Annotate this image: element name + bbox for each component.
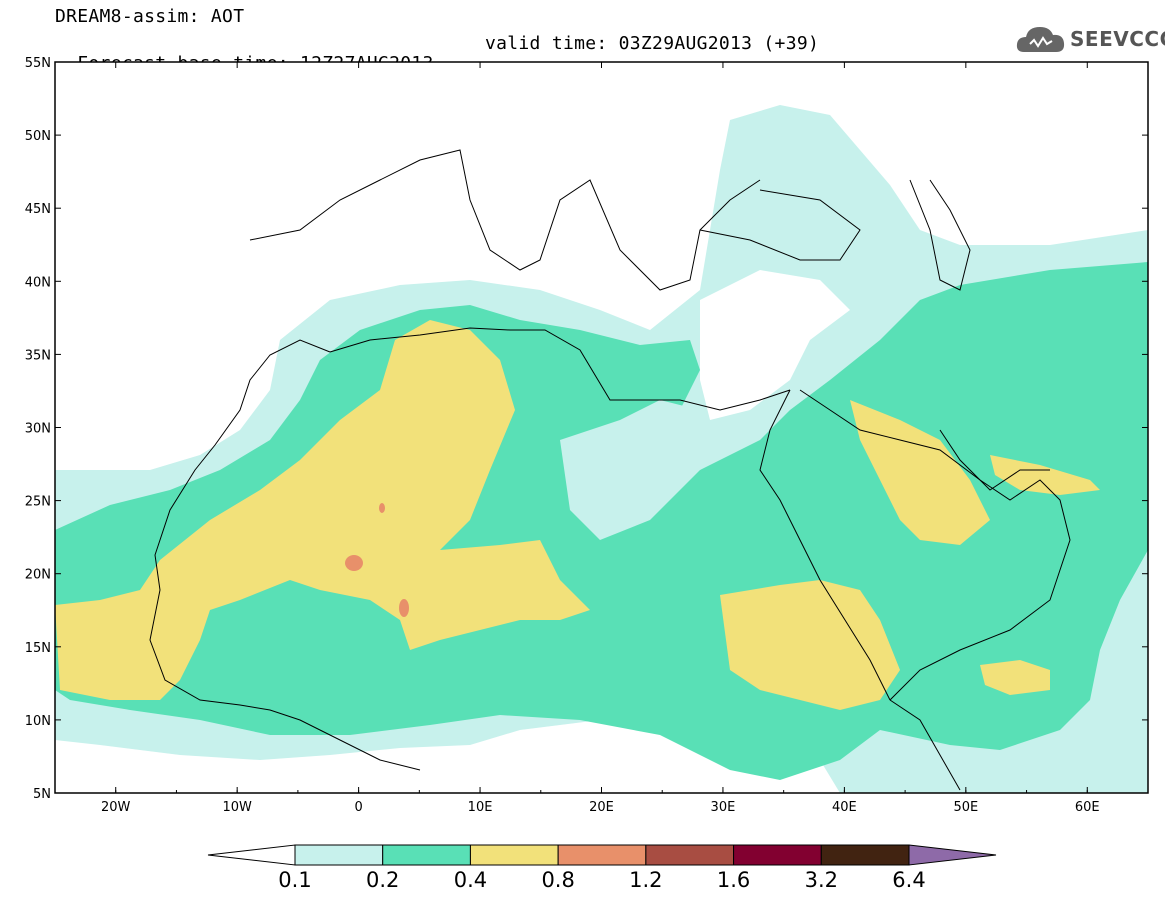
aot-high-spot xyxy=(379,503,385,513)
lat-tick-label: 35N xyxy=(25,348,51,363)
lon-tick-label: 10E xyxy=(468,800,493,815)
valid-time: valid time: 03Z29AUG2013 (+39) xyxy=(485,33,820,54)
coastline-north-africa xyxy=(329,327,791,411)
logo-text: SEEVCCC xyxy=(1070,27,1165,51)
lat-tick-label: 30N xyxy=(25,422,51,437)
colorbar-segment xyxy=(645,844,735,866)
lon-tick-label: 10W xyxy=(222,800,252,815)
coastline-persian-gulf xyxy=(939,429,1050,491)
colorbar-label: 0.8 xyxy=(541,868,575,892)
lat-tick-label: 45N xyxy=(25,202,51,217)
aot-clear-area-levant xyxy=(700,270,850,420)
lat-tick-label: 10N xyxy=(25,714,51,729)
lon-tick-label: 0 xyxy=(354,800,362,815)
colorbar-label: 3.2 xyxy=(804,868,838,892)
lat-tick-label: 55N xyxy=(25,56,51,71)
colorbar-label: 1.6 xyxy=(716,868,751,892)
lon-tick-label: 40E xyxy=(832,800,857,815)
aot-band-yellow-arabian-sea xyxy=(980,660,1050,695)
colorbar-segment xyxy=(820,844,910,866)
lon-tick-label: 60E xyxy=(1075,800,1100,815)
lat-tick-label: 20N xyxy=(25,568,51,583)
lat-tick-label: 15N xyxy=(25,641,51,656)
colorbar-segment xyxy=(294,844,384,866)
colorbar-segment xyxy=(908,844,997,866)
aot-band-yellow-gulf xyxy=(990,455,1100,495)
lon-tick-label: 50E xyxy=(953,800,978,815)
coastline-black-sea xyxy=(699,189,861,261)
coastline-europe xyxy=(249,149,761,291)
lat-tick-label: 40N xyxy=(25,275,51,290)
colorbar xyxy=(207,844,997,866)
lat-tick-label: 25N xyxy=(25,495,51,510)
colorbar-segment xyxy=(382,844,471,866)
lon-tick-label: 20W xyxy=(101,800,131,815)
colorbar-segment xyxy=(557,844,647,866)
colorbar-segment xyxy=(207,844,296,866)
lon-tick-label: 20E xyxy=(589,800,614,815)
coastline-caspian xyxy=(909,179,971,291)
coastline-arabia xyxy=(799,389,1071,701)
aot-band-yellow-sahara xyxy=(55,320,590,700)
cloud-icon xyxy=(1016,27,1065,52)
coastline-red-sea xyxy=(759,389,891,701)
colorbar-label: 0.1 xyxy=(278,868,312,892)
map-title: DREAM8-assim: AOT xyxy=(55,6,245,27)
coastline-horn-africa xyxy=(889,699,961,791)
colorbar-label: 0.4 xyxy=(453,868,488,892)
longitude-axis: 20W 10W 0 10E 20E 30E 40E 50E 60E xyxy=(54,62,1149,815)
lat-tick-label: 50N xyxy=(25,129,51,144)
aot-clear-area-egypt xyxy=(560,400,720,540)
lon-tick-label: 30E xyxy=(711,800,736,815)
colorbar-segment xyxy=(733,844,822,866)
coastlines xyxy=(149,149,1071,791)
seevccc-logo: SEEVCCC xyxy=(1016,22,1165,58)
coastline-africa-west xyxy=(149,339,421,771)
latitude-axis: 5N 10N 15N 20N 25N 30N 35N 40N 45N 50N 55N xyxy=(25,56,1148,802)
aot-fields xyxy=(55,105,1148,793)
aot-band-yellow-sudan xyxy=(720,580,900,710)
colorbar-label: 0.2 xyxy=(366,868,400,892)
aot-high-spot xyxy=(399,599,409,617)
aot-high-spot xyxy=(345,555,363,571)
colorbar-label: 1.2 xyxy=(629,868,663,892)
colorbar-label: 6.4 xyxy=(892,868,926,892)
colorbar-segment xyxy=(469,844,559,866)
lat-tick-label: 5N xyxy=(33,787,51,802)
